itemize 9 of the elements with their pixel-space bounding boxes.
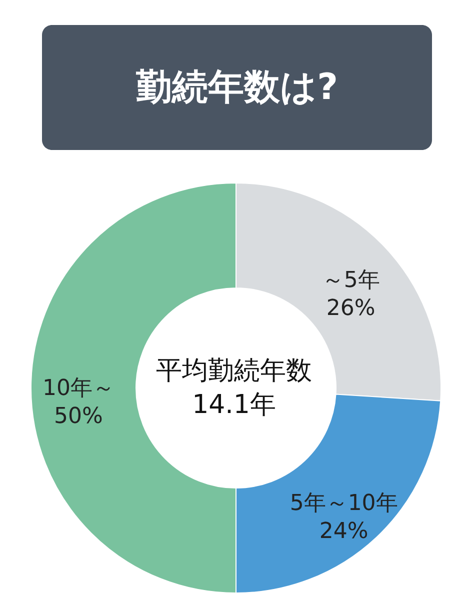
data-label: 50% [54,404,103,429]
slice-label: 10年～ [42,376,114,401]
slice-label: ～5年 [322,268,380,294]
text: 14.1年 [192,390,276,420]
data-label: 24% [319,518,368,544]
slice-label: 5年～10年 [290,490,398,516]
chart-title: 勤続年数は? [135,67,338,108]
data-label: 26% [326,296,376,322]
text: 平均勤続年数 [156,356,312,386]
